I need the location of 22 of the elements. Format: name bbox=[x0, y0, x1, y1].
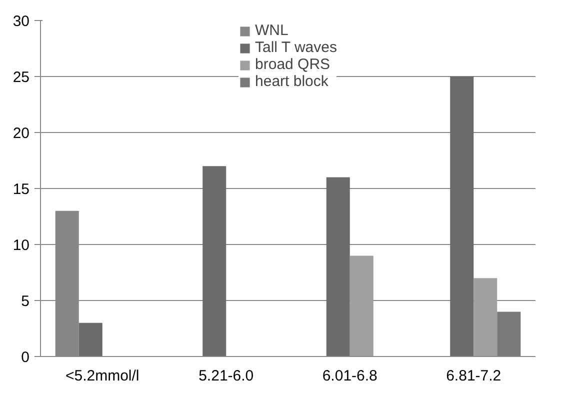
bar bbox=[450, 76, 474, 356]
legend-label: Tall T waves bbox=[255, 39, 337, 56]
bar bbox=[326, 177, 350, 356]
y-tick-label: 20 bbox=[12, 125, 30, 142]
bar bbox=[350, 256, 374, 356]
legend-label: broad QRS bbox=[255, 56, 330, 73]
y-tick-label: 15 bbox=[12, 181, 30, 198]
y-tick-label: 5 bbox=[21, 293, 30, 310]
x-tick-label: 5.21-6.0 bbox=[198, 368, 254, 384]
x-tick-label: 6.81-7.2 bbox=[446, 368, 502, 384]
y-tick-label: 25 bbox=[12, 69, 30, 86]
x-tick-label: 6.01-6.8 bbox=[322, 368, 378, 384]
y-tick-label: 30 bbox=[12, 13, 30, 30]
bar bbox=[497, 312, 521, 356]
y-tick-label: 0 bbox=[21, 349, 30, 366]
bar bbox=[474, 278, 498, 356]
bar bbox=[202, 166, 226, 356]
bar bbox=[78, 322, 102, 356]
y-tick-label: 10 bbox=[12, 237, 30, 254]
legend-label: heart block bbox=[255, 73, 328, 90]
legend-label: WNL bbox=[255, 22, 288, 39]
x-tick-label: <5.2mmol/l bbox=[65, 368, 140, 384]
